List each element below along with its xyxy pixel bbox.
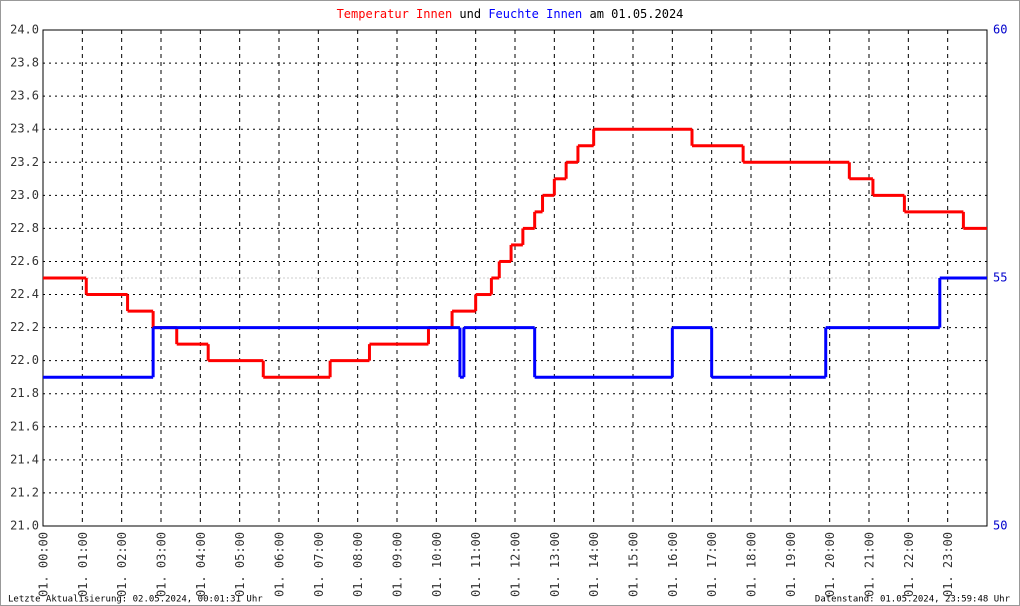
footer-left: Letzte Aktualisierung: 02.05.2024, 00:01… <box>8 595 263 605</box>
chart-title: Temperatur Innen und Feuchte Innen am 01… <box>337 7 684 21</box>
x-tick-label: 01. 11:00 <box>469 532 483 597</box>
x-tick-label: 01. 06:00 <box>273 532 287 597</box>
y-tick-label: 23.8 <box>10 56 39 70</box>
y-tick-label: 22.2 <box>10 320 39 334</box>
y-tick-label: 21.6 <box>10 419 39 433</box>
title-series-2: Feuchte Innen <box>488 7 582 21</box>
x-tick-label: 01. 07:00 <box>312 532 326 597</box>
x-tick-label: 01. 17:00 <box>705 532 719 597</box>
x-tick-label: 01. 01:00 <box>76 532 90 597</box>
x-tick-label: 01. 12:00 <box>509 532 523 597</box>
x-tick-label: 01. 03:00 <box>155 532 169 597</box>
x-tick-label: 01. 21:00 <box>863 532 877 597</box>
x-tick-label: 01. 20:00 <box>823 532 837 597</box>
x-tick-label: 01. 16:00 <box>666 532 680 597</box>
x-tick-label: 01. 18:00 <box>745 532 759 597</box>
y-tick-label: 21.4 <box>10 452 39 466</box>
y-tick-label: 23.4 <box>10 122 39 136</box>
x-tick-label: 01. 23:00 <box>941 532 955 597</box>
x-tick-label: 01. 05:00 <box>233 532 247 597</box>
x-tick-label: 01. 00:00 <box>37 532 51 597</box>
y-tick-label: 23.6 <box>10 89 39 103</box>
title-series-1: Temperatur Innen <box>337 7 453 21</box>
x-tick-label: 01. 13:00 <box>548 532 562 597</box>
x-tick-label: 01. 09:00 <box>391 532 405 597</box>
x-tick-label: 01. 02:00 <box>115 532 129 597</box>
y2-tick-label: 60 <box>993 23 1007 37</box>
x-tick-label: 01. 19:00 <box>784 532 798 597</box>
y2-tick-label: 55 <box>993 271 1007 285</box>
x-tick-label: 01. 22:00 <box>902 532 916 597</box>
y-tick-label: 23.0 <box>10 188 39 202</box>
y-tick-label: 22.6 <box>10 254 39 268</box>
x-tick-label: 01. 15:00 <box>627 532 641 597</box>
y-tick-label: 21.8 <box>10 386 39 400</box>
y-tick-label: 21.2 <box>10 485 39 499</box>
y-tick-label: 21.0 <box>10 519 39 533</box>
y-tick-label: 23.2 <box>10 155 39 169</box>
y2-tick-label: 50 <box>993 519 1007 533</box>
footer-right: Datenstand: 01.05.2024, 23:59:48 Uhr <box>815 595 1011 605</box>
y-tick-label: 22.8 <box>10 221 39 235</box>
title-joiner: und <box>459 7 481 21</box>
x-tick-label: 01. 08:00 <box>351 532 365 597</box>
y-tick-label: 24.0 <box>10 23 39 37</box>
title-suffix: am 01.05.2024 <box>589 7 683 21</box>
x-tick-label: 01. 14:00 <box>587 532 601 597</box>
y-tick-label: 22.4 <box>10 287 39 301</box>
y-tick-label: 22.0 <box>10 353 39 367</box>
x-tick-label: 01. 10:00 <box>430 532 444 597</box>
x-tick-label: 01. 04:00 <box>194 532 208 597</box>
